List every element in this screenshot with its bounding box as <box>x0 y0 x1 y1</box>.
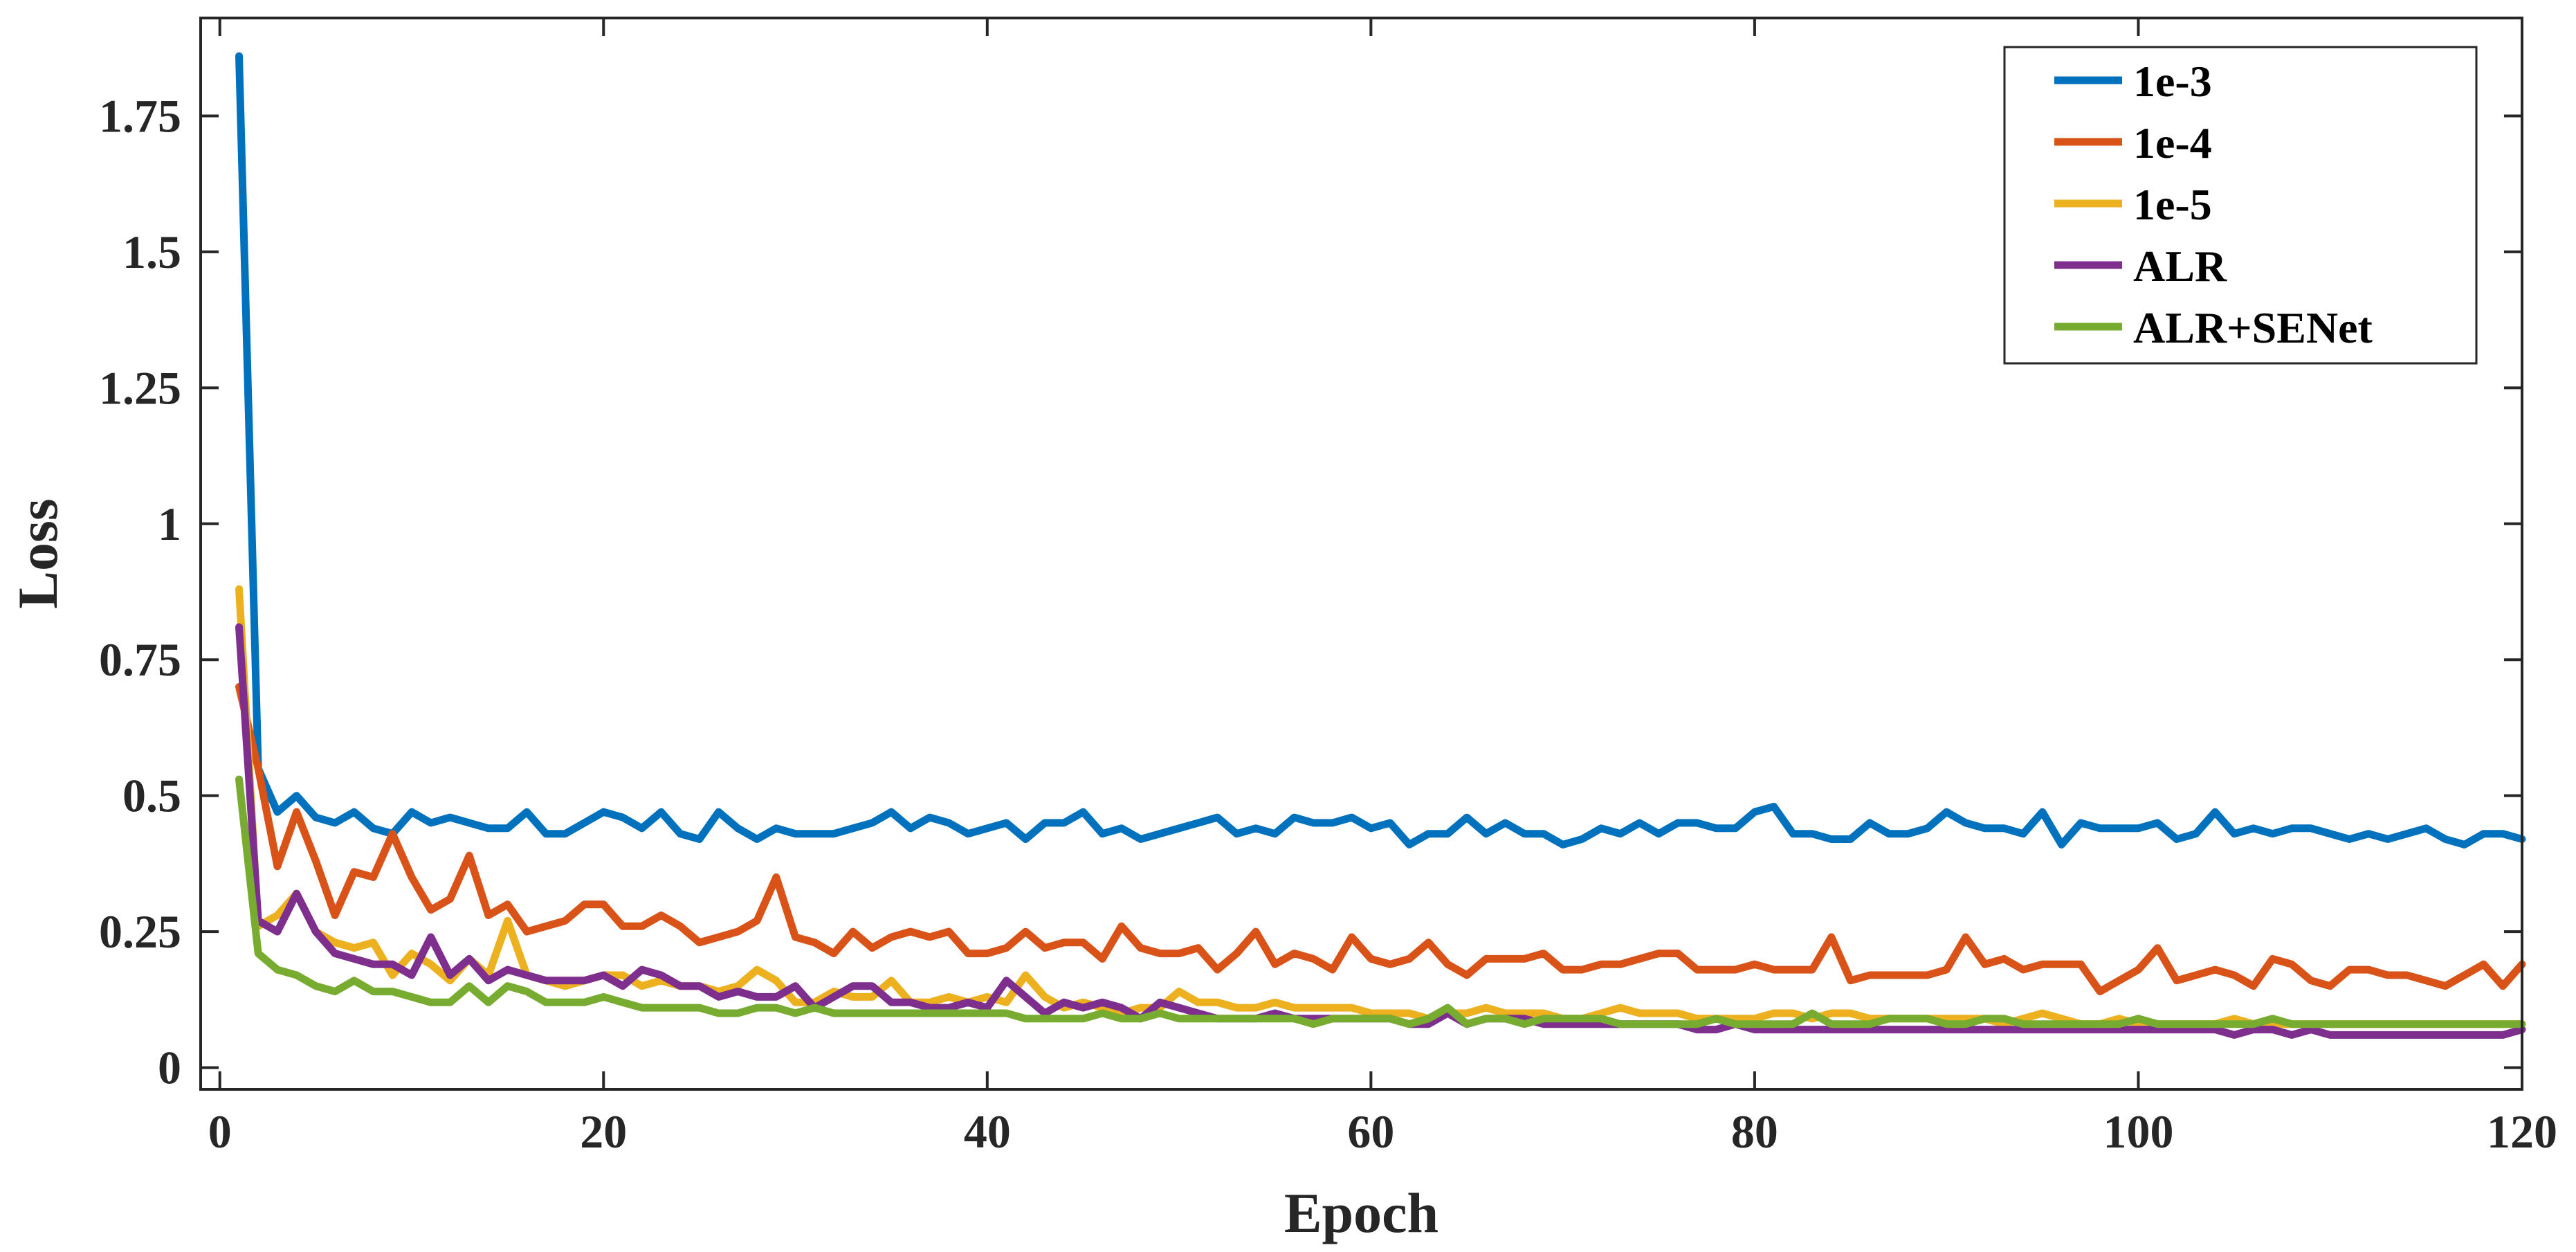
x-tick-label: 40 <box>964 1105 1011 1158</box>
series-line-3 <box>235 623 2526 1039</box>
x-tick-label: 100 <box>2103 1105 2173 1158</box>
series-lines <box>235 52 2526 1039</box>
y-tick-label: 0.75 <box>99 633 181 686</box>
legend-label: ALR <box>2133 242 2227 291</box>
y-tick-label: 1 <box>158 498 181 550</box>
legend-label: 1e-5 <box>2133 180 2212 229</box>
series-line-2 <box>235 585 2526 1028</box>
y-tick-label: 1.75 <box>99 89 181 142</box>
y-tick-label: 1.25 <box>99 361 181 414</box>
series-line-4 <box>235 775 2526 1028</box>
legend-label: ALR+SENet <box>2133 303 2373 352</box>
y-axis-title: Loss <box>6 498 69 609</box>
x-tick-label: 60 <box>1347 1105 1394 1158</box>
y-tick-label: 1.5 <box>122 226 181 278</box>
legend-label: 1e-4 <box>2133 118 2212 167</box>
series-line-0 <box>235 52 2526 849</box>
y-tick-label: 0.5 <box>122 770 181 822</box>
x-tick-label: 120 <box>2487 1105 2557 1158</box>
y-tick-label: 0.25 <box>99 905 181 958</box>
axis-ticks: 0 20 40 60 80 100 120 0 0.25 0.5 0.75 1 1.25 1.5 1.75 <box>99 18 2557 1158</box>
x-tick-label: 80 <box>1731 1105 1778 1158</box>
series-line-1 <box>235 683 2526 996</box>
y-tick-label: 0 <box>158 1042 181 1094</box>
legend-label: 1e-3 <box>2133 57 2212 106</box>
x-tick-label: 20 <box>580 1105 627 1158</box>
x-axis-title: Epoch <box>1284 1181 1438 1244</box>
legend: 1e-3 1e-4 1e-5 ALR ALR+SENet <box>2003 46 2478 365</box>
x-tick-label: 0 <box>208 1105 232 1158</box>
plot-area-frame <box>199 17 2523 1091</box>
